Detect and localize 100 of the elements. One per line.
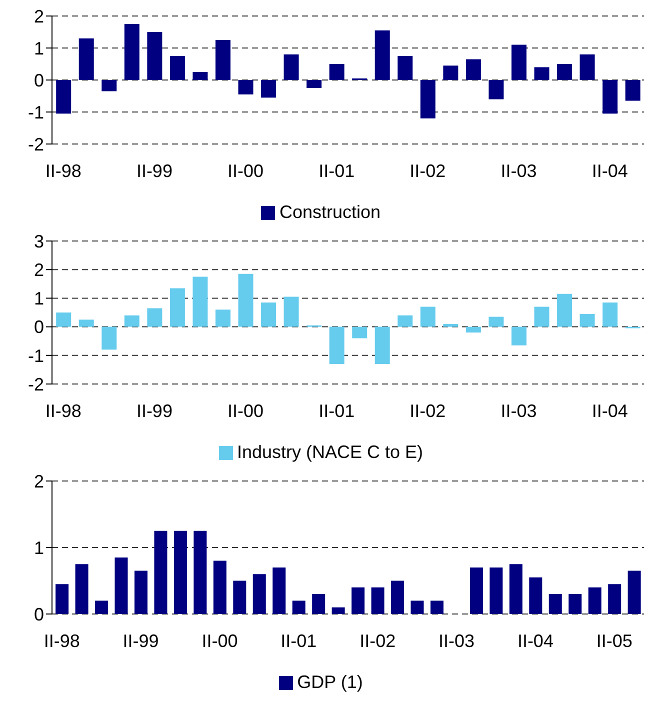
- bar: [490, 567, 503, 614]
- bar: [174, 530, 187, 614]
- x-tick-label: II-99: [136, 400, 172, 421]
- bar: [238, 80, 254, 94]
- y-tick-label: 1: [34, 538, 44, 558]
- x-tick-label: II-00: [202, 630, 238, 651]
- x-tick-label: II-04: [592, 160, 628, 181]
- bar: [443, 66, 458, 80]
- x-tick-label: II-04: [592, 400, 628, 421]
- bar: [134, 570, 148, 614]
- x-tick-label: II-98: [45, 400, 82, 421]
- bar: [213, 560, 226, 614]
- x-tick-label: II-03: [500, 400, 537, 421]
- bar: [588, 587, 602, 614]
- x-tick-label: II-03: [500, 160, 537, 181]
- y-tick-label: 0: [34, 70, 44, 90]
- bar: [391, 580, 404, 614]
- bar: [215, 40, 230, 80]
- bar: [548, 594, 562, 614]
- y-tick-label: 2: [34, 471, 44, 492]
- bar: [170, 288, 185, 327]
- x-tick-label: II-01: [318, 160, 355, 181]
- bar: [194, 530, 207, 614]
- y-tick-label: 3: [34, 231, 44, 252]
- bar: [261, 80, 276, 98]
- bar: [352, 326, 368, 338]
- y-tick-label: -2: [28, 134, 44, 154]
- bar: [56, 312, 72, 327]
- bar: [95, 600, 108, 614]
- bar: [602, 80, 618, 114]
- legend-label: Industry (NACE C to E): [236, 442, 424, 462]
- bar: [102, 326, 117, 350]
- x-tick-label: II-98: [45, 160, 82, 181]
- x-tick-label: II-02: [410, 160, 446, 181]
- bar: [625, 80, 640, 101]
- bar: [628, 570, 641, 614]
- bar: [371, 587, 384, 614]
- bar: [410, 600, 424, 614]
- x-tick-label: II-03: [438, 630, 475, 651]
- bar: [466, 326, 481, 333]
- bar: [238, 274, 254, 327]
- y-tick-label: 0: [34, 604, 44, 624]
- bar: [420, 306, 436, 327]
- bar: [443, 324, 458, 327]
- x-tick-label: II-99: [122, 630, 159, 651]
- bar: [170, 56, 185, 80]
- bar: [306, 80, 322, 88]
- bar: [75, 564, 88, 614]
- bar: [557, 64, 572, 80]
- bar: [215, 310, 230, 327]
- bar: [509, 564, 522, 614]
- y-tick-label: 2: [34, 260, 44, 280]
- legend-label: Construction: [279, 202, 381, 222]
- y-tick-label: 1: [34, 38, 44, 58]
- bar: [292, 600, 306, 614]
- x-tick-label: II-01: [318, 400, 355, 421]
- bar: [470, 567, 483, 614]
- y-tick-label: 1: [34, 288, 44, 309]
- bar: [56, 584, 69, 614]
- x-tick-label: II-04: [517, 630, 554, 651]
- bar: [56, 80, 72, 114]
- x-tick-label: II-00: [228, 400, 264, 421]
- bar: [374, 30, 390, 80]
- x-tick-label: II-98: [44, 630, 80, 651]
- bar: [272, 567, 286, 614]
- bar: [568, 594, 582, 614]
- y-tick-label: -1: [28, 346, 44, 366]
- bar: [580, 54, 595, 80]
- bar: [124, 315, 140, 327]
- bar: [147, 32, 162, 80]
- bar: [602, 302, 618, 327]
- bar: [511, 44, 526, 80]
- bar: [352, 587, 365, 614]
- y-tick-label: -1: [28, 102, 44, 122]
- x-tick-label: II-02: [360, 630, 396, 651]
- bar: [261, 302, 276, 327]
- bar: [420, 80, 436, 118]
- bar: [78, 320, 94, 327]
- x-tick-label: II-01: [280, 630, 317, 651]
- bar: [192, 276, 208, 327]
- legend-label: GDP (1): [297, 672, 363, 692]
- bar: [78, 38, 94, 80]
- bar: [511, 326, 526, 346]
- bar: [332, 607, 345, 614]
- bar: [557, 294, 572, 327]
- bar: [233, 580, 246, 614]
- bar: [488, 80, 504, 100]
- bar: [284, 296, 299, 327]
- bar: [329, 326, 344, 364]
- bar: [430, 600, 444, 614]
- bar: [398, 56, 413, 80]
- y-tick-label: 2: [34, 6, 44, 26]
- bar: [534, 306, 550, 327]
- y-tick-label: 0: [34, 317, 44, 338]
- bar: [192, 72, 208, 80]
- bar: [608, 584, 622, 614]
- x-tick-label: II-00: [228, 160, 264, 181]
- bar: [147, 308, 162, 327]
- y-tick-label: -2: [28, 374, 44, 394]
- x-tick-label: II-02: [410, 400, 446, 421]
